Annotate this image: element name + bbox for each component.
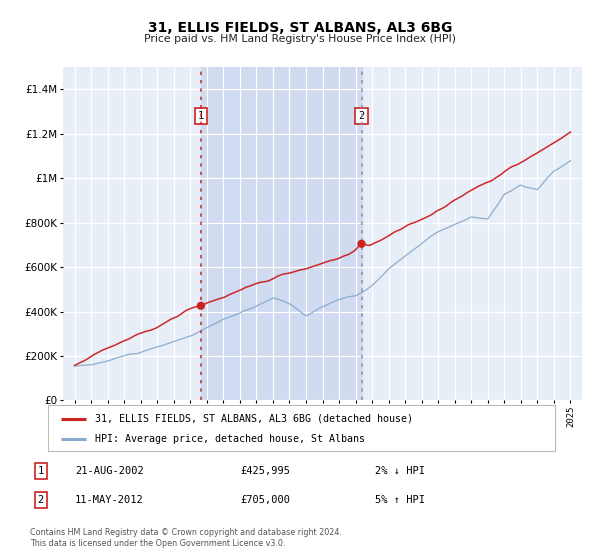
Point [357,239,367,248]
Text: 1: 1 [38,466,44,476]
Text: 31, ELLIS FIELDS, ST ALBANS, AL3 6BG (detached house): 31, ELLIS FIELDS, ST ALBANS, AL3 6BG (de… [95,414,413,424]
Text: 2: 2 [38,495,44,505]
Text: HPI: Average price, detached house, St Albans: HPI: Average price, detached house, St A… [95,435,365,444]
Bar [201,67,362,400]
Text: £705,000: £705,000 [240,495,290,505]
Text: 5% ↑ HPI: 5% ↑ HPI [375,495,425,505]
Text: Price paid vs. HM Land Registry's House Price Index (HPI): Price paid vs. HM Land Registry's House … [144,34,456,44]
Text: 2% ↓ HPI: 2% ↓ HPI [375,466,425,476]
Text: 11-MAY-2012: 11-MAY-2012 [75,495,144,505]
Text: Contains HM Land Registry data © Crown copyright and database right 2024.
This d: Contains HM Land Registry data © Crown c… [30,528,342,548]
Point [196,301,206,310]
Text: 21-AUG-2002: 21-AUG-2002 [75,466,144,476]
Text: 1: 1 [198,111,204,121]
Text: 31, ELLIS FIELDS, ST ALBANS, AL3 6BG: 31, ELLIS FIELDS, ST ALBANS, AL3 6BG [148,21,452,35]
Text: 2: 2 [358,111,365,121]
Text: £425,995: £425,995 [240,466,290,476]
